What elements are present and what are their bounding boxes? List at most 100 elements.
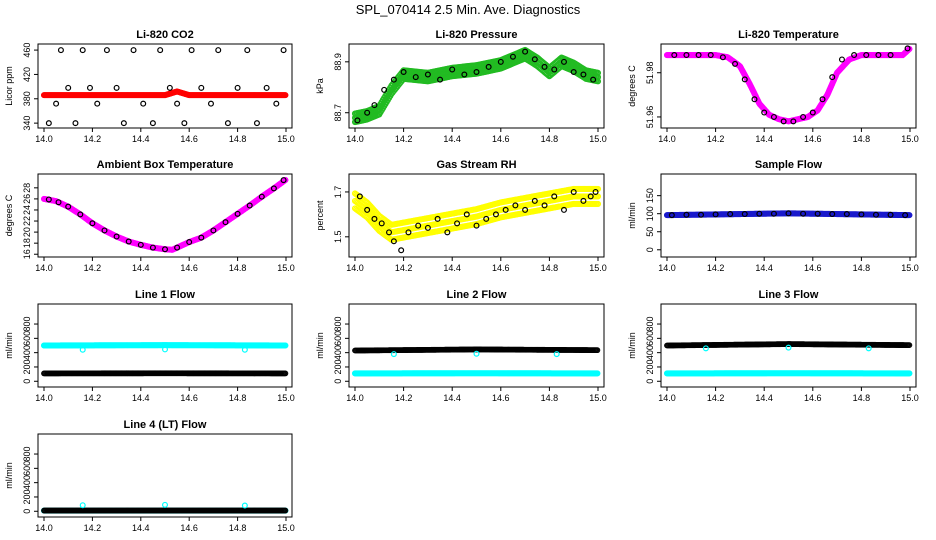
x-tick-label: 14.0 bbox=[35, 134, 53, 144]
data-point bbox=[594, 200, 602, 207]
y-axis-label: Licor ppm bbox=[4, 66, 14, 106]
data-point bbox=[437, 76, 444, 83]
data-point bbox=[887, 52, 894, 59]
data-point bbox=[829, 74, 836, 81]
y-tick-label: 22 bbox=[22, 216, 32, 226]
x-tick-label: 14.2 bbox=[707, 263, 725, 273]
y-tick-label: 200 bbox=[22, 489, 32, 504]
data-point bbox=[181, 120, 188, 127]
data-point bbox=[522, 48, 529, 55]
data-point bbox=[415, 222, 422, 229]
y-axis-label: ml/min bbox=[4, 462, 14, 489]
series-dense bbox=[351, 46, 602, 126]
data-point bbox=[188, 47, 195, 54]
y-tick-label: 51.96 bbox=[645, 106, 655, 129]
data-point bbox=[751, 96, 758, 103]
data-point bbox=[512, 202, 519, 209]
y-axis-label: degrees C bbox=[627, 65, 637, 107]
x-tick-label: 14.6 bbox=[492, 393, 510, 403]
data-point bbox=[594, 193, 602, 200]
panel-title: Ambient Box Temperature bbox=[97, 159, 234, 171]
x-tick-label: 14.0 bbox=[658, 263, 676, 273]
data-point bbox=[522, 206, 529, 213]
x-tick-label: 14.2 bbox=[395, 393, 413, 403]
data-point bbox=[485, 63, 492, 70]
y-tick-label: 380 bbox=[22, 91, 32, 106]
data-point bbox=[695, 52, 702, 59]
x-tick-label: 14.0 bbox=[346, 393, 364, 403]
x-tick-label: 15.0 bbox=[277, 393, 295, 403]
x-tick-label: 15.0 bbox=[901, 134, 919, 144]
data-point bbox=[53, 100, 60, 107]
x-tick-label: 14.8 bbox=[229, 263, 247, 273]
data-point bbox=[863, 52, 870, 59]
data-point bbox=[497, 58, 504, 65]
data-point bbox=[904, 45, 911, 52]
data-point bbox=[761, 109, 768, 116]
y-tick-label: 200 bbox=[22, 359, 32, 374]
x-tick-label: 14.4 bbox=[132, 393, 150, 403]
data-point bbox=[590, 76, 597, 83]
data-point bbox=[215, 47, 222, 54]
x-tick-label: 14.2 bbox=[395, 134, 413, 144]
x-tick-label: 14.2 bbox=[84, 134, 102, 144]
panel-title: Sample Flow bbox=[755, 159, 823, 171]
data-point bbox=[851, 52, 858, 59]
series-samples bbox=[354, 48, 597, 124]
data-point bbox=[65, 203, 72, 210]
y-axis-label: degrees C bbox=[4, 194, 14, 236]
y-tick-label: 800 bbox=[333, 317, 343, 332]
data-point bbox=[125, 238, 132, 245]
y-tick-label: 50 bbox=[645, 227, 655, 237]
data-point bbox=[790, 118, 797, 125]
data-point bbox=[94, 100, 101, 107]
x-tick-label: 14.4 bbox=[132, 134, 150, 144]
series-dense bbox=[664, 46, 913, 125]
x-tick-label: 14.8 bbox=[853, 134, 871, 144]
x-tick-label: 14.0 bbox=[658, 134, 676, 144]
x-tick-label: 14.0 bbox=[658, 393, 676, 403]
y-tick-label: 26 bbox=[22, 194, 32, 204]
data-point bbox=[45, 120, 52, 127]
data-point bbox=[875, 52, 882, 59]
x-tick-label: 14.4 bbox=[443, 393, 461, 403]
y-tick-label: 600 bbox=[333, 331, 343, 346]
x-tick-label: 14.0 bbox=[35, 393, 53, 403]
data-point bbox=[719, 54, 726, 61]
x-tick-label: 14.2 bbox=[395, 263, 413, 273]
x-tick-label: 14.2 bbox=[84, 523, 102, 533]
data-point bbox=[356, 193, 363, 200]
data-point bbox=[364, 109, 371, 116]
data-point bbox=[732, 60, 739, 67]
y-tick-label: 51.98 bbox=[645, 61, 655, 84]
series-samples bbox=[356, 188, 599, 254]
data-point bbox=[390, 238, 397, 245]
x-tick-label: 14.8 bbox=[229, 523, 247, 533]
x-tick-label: 14.4 bbox=[443, 134, 461, 144]
data-point bbox=[707, 52, 714, 59]
data-point bbox=[800, 113, 807, 120]
y-tick-label: 400 bbox=[22, 345, 32, 360]
series-black bbox=[41, 370, 289, 377]
data-point bbox=[364, 206, 371, 213]
data-point bbox=[838, 56, 845, 63]
panel-title: Li-820 CO2 bbox=[136, 29, 193, 41]
data-point bbox=[904, 47, 911, 54]
y-tick-label: 0 bbox=[645, 379, 655, 384]
series-cyan bbox=[352, 370, 601, 377]
data-point bbox=[65, 84, 72, 91]
panel-title: Li-820 Temperature bbox=[738, 29, 839, 41]
data-point bbox=[166, 84, 173, 91]
panel-title: Gas Stream RH bbox=[436, 159, 516, 171]
x-tick-label: 14.4 bbox=[132, 523, 150, 533]
data-point bbox=[580, 71, 587, 78]
y-tick-label: 200 bbox=[645, 359, 655, 374]
y-tick-label: 400 bbox=[22, 475, 32, 490]
data-point bbox=[390, 76, 397, 83]
series-dense bbox=[41, 88, 289, 99]
x-tick-label: 15.0 bbox=[277, 523, 295, 533]
x-tick-label: 14.6 bbox=[180, 523, 198, 533]
data-point bbox=[79, 47, 86, 54]
